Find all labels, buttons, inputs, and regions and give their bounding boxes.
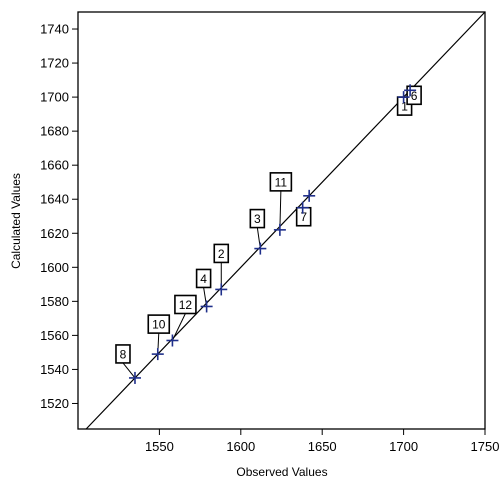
reference-line: [85, 11, 486, 430]
y-axis-title: Calculated Values: [9, 173, 23, 269]
point-leader-line: [279, 190, 282, 230]
data-point-marker: [151, 348, 164, 361]
y-tick-label: 1700: [40, 90, 69, 105]
data-point-marker: [273, 223, 286, 236]
data-markers: [128, 84, 417, 384]
data-point-marker: [404, 84, 417, 97]
point-label-box: [174, 294, 197, 315]
x-tick-label: 1600: [226, 439, 255, 454]
data-point-marker: [200, 300, 213, 313]
x-tick-label: 1650: [308, 439, 337, 454]
x-tick-label: 1700: [389, 439, 418, 454]
data-point-marker: [303, 189, 316, 202]
data-point-marker: [296, 201, 309, 214]
y-tick-label: 1640: [40, 192, 69, 207]
point-label-box: [115, 344, 131, 364]
data-point-marker: [166, 334, 179, 347]
y-tick-label: 1600: [40, 260, 69, 275]
plot-frame: [77, 11, 486, 430]
y-tick-label: 1620: [40, 226, 69, 241]
y-tick-label: 1660: [40, 158, 69, 173]
point-label: 2: [218, 247, 225, 261]
y-tick-label: 1540: [40, 362, 69, 377]
point-label-box: [147, 314, 171, 334]
point-label: 1: [401, 100, 408, 114]
y-tick-label: 1740: [40, 22, 69, 37]
data-point-marker: [254, 242, 267, 255]
point-label: 12: [179, 298, 193, 312]
point-label-box: [195, 268, 212, 289]
y-tick-label: 1560: [40, 328, 69, 343]
y-tick-label: 1680: [40, 124, 69, 139]
point-label: 8: [120, 347, 127, 361]
point-label-box: [249, 208, 266, 229]
x-axis: 1550 1600 1650 1700 1750: [145, 429, 500, 454]
y-tick-label: 1520: [40, 396, 69, 411]
point-label: 10: [152, 318, 166, 332]
point-label-box: [269, 172, 293, 192]
point-leader-line: [122, 362, 136, 379]
point-label: 7: [300, 210, 307, 224]
y-tick-label: 1720: [40, 56, 69, 71]
point-label: 11: [275, 175, 288, 189]
y-axis: 1520 1540 1560 1580 1600 1620 1640 1660 1680 1700…: [40, 22, 78, 411]
point-label: 6: [411, 89, 418, 103]
y-tick-label: 1580: [40, 294, 69, 309]
point-label: 4: [200, 272, 207, 286]
point-label-box: [213, 243, 230, 264]
point-leader-line: [171, 313, 186, 341]
data-point-marker: [128, 371, 141, 384]
x-axis-title: Observed Values: [236, 465, 327, 479]
data-point-marker: [215, 283, 228, 296]
point-labels: 8 10 12 42 3 11 7 16: [115, 85, 422, 379]
point-label: 3: [254, 212, 261, 226]
x-tick-label: 1550: [145, 439, 174, 454]
x-tick-label: 1750: [471, 439, 500, 454]
data-point-marker: [397, 91, 410, 104]
